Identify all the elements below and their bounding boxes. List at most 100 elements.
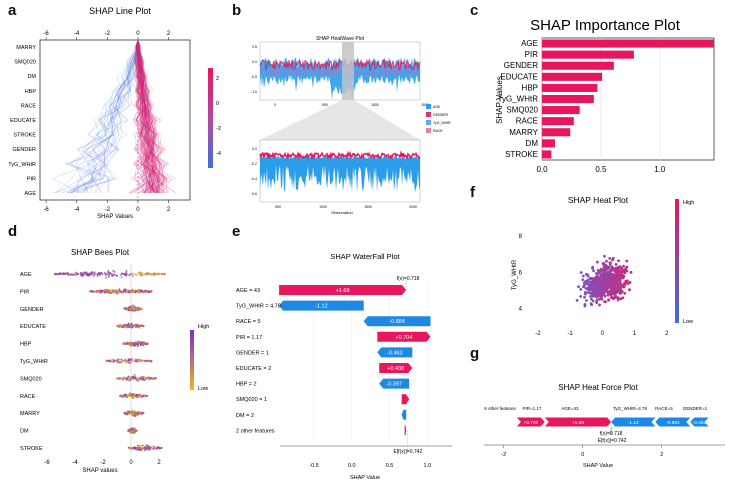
panel-f-dot <box>621 296 625 300</box>
panel-d-dot <box>100 271 103 274</box>
panel-f-dot <box>579 271 583 274</box>
panel-f-dot <box>609 274 613 278</box>
panel-d-dot <box>126 324 129 326</box>
panel-a-line <box>137 39 160 194</box>
panel-g-top-label: RACE=5 <box>655 406 673 411</box>
panel-a-line <box>133 39 153 194</box>
panel-a-line <box>137 39 160 194</box>
panel-d-dot <box>135 290 138 293</box>
panel-f-dot <box>583 284 586 287</box>
panel-f-dot <box>614 291 618 295</box>
panel-a-line <box>130 39 162 194</box>
panel-d-feature-label: AGE <box>20 272 32 278</box>
panel-f-dot <box>605 265 609 269</box>
panel-b-bottom-y-tick: -0.2 <box>251 162 257 166</box>
panel-d-dot <box>139 271 142 274</box>
panel-a-line <box>55 39 141 194</box>
panel-d-dot <box>136 379 139 381</box>
panel-a-line <box>135 39 166 194</box>
panel-d-dot <box>158 272 161 275</box>
panel-d-dot <box>139 377 142 380</box>
panel-a-line <box>137 39 156 194</box>
panel-c-bars <box>542 39 714 159</box>
panel-d-dot <box>140 395 143 398</box>
panel-d-dot <box>142 324 145 327</box>
panel-a-line <box>134 39 164 194</box>
panel-d-dot <box>144 448 147 451</box>
panel-c-title: SHAP Importance Plot <box>530 17 681 34</box>
panel-a-feature-label: MARRY <box>16 45 36 51</box>
panel-f-dot <box>622 264 625 268</box>
panel-f-dot <box>594 283 598 287</box>
panel-f-dot <box>613 296 617 300</box>
panel-d-dot <box>126 325 129 328</box>
panel-d-feature-label: MARRY <box>20 411 40 417</box>
panel-f-dot <box>625 265 629 269</box>
panel-a-line <box>132 39 172 194</box>
panel-e-row-label: HBP = 2 <box>236 382 257 388</box>
panel-a-line <box>135 39 165 194</box>
panel-a-line-plot: SHAP Line Plot MARRY SMQ020 DM HBP RACE EDUCA… <box>8 6 221 220</box>
panel-g-segment-value: -0.463 <box>693 420 707 426</box>
panel-d-dot <box>137 344 139 346</box>
panel-a-top-tick: 0 <box>136 31 140 37</box>
panel-a-line <box>137 39 166 194</box>
panel-b-bottom-y-tick: 0.0 <box>252 147 257 151</box>
panel-a-title: SHAP Line Plot <box>89 6 151 16</box>
panel-f-dot <box>596 275 600 279</box>
panel-d-dot <box>140 413 143 415</box>
panel-c-label: RACE <box>516 117 538 126</box>
panel-a-line <box>137 39 157 194</box>
panel-d-dot <box>145 273 147 276</box>
panel-a-feature-label: GENDER <box>12 147 36 153</box>
panel-d-dot <box>91 273 93 276</box>
panel-b-bottom-line <box>259 150 421 161</box>
panel-d-dot <box>107 271 110 274</box>
panel-d-dot <box>93 290 96 293</box>
panel-f-dot <box>625 259 629 263</box>
panel-a-line <box>134 39 154 194</box>
panel-d-dot <box>139 343 142 346</box>
panel-d-dot <box>77 272 80 275</box>
panel-a-feature-label: TyG_WHtR <box>8 162 36 168</box>
panel-d-dot <box>141 444 144 447</box>
panel-d-dot <box>117 360 120 363</box>
panel-d-dot <box>127 375 130 378</box>
panel-g-segment-value: -1.12 <box>628 420 639 426</box>
panel-f-dot <box>612 267 616 271</box>
panel-d-dot <box>143 379 146 381</box>
panel-a-feature-label: DM <box>27 74 36 80</box>
panel-a-line <box>69 39 139 194</box>
panel-a-line <box>136 39 163 194</box>
panel-f-dot <box>608 257 612 260</box>
panel-d-dot <box>137 396 140 399</box>
panel-f-dot <box>603 279 606 283</box>
panel-f-dot <box>595 295 599 299</box>
panel-a-feature-label: STROKE <box>13 133 36 139</box>
panel-a-top-tick: 2 <box>167 31 171 37</box>
panel-d-dot <box>138 341 141 344</box>
panel-d-dot <box>118 291 120 293</box>
panel-d-x-ticks: -6 -4 -2 0 2 <box>44 460 161 466</box>
panel-d-dot <box>129 341 132 344</box>
panel-d-dot <box>131 326 134 329</box>
panel-d-bees-plot: SHAP Bees Plot AGE PIR GENDER EDUCATE HBP TyG… <box>20 248 209 474</box>
panel-g-top-label: TyG_WHtR=4.78 <box>613 406 648 411</box>
panel-d-dot <box>124 290 126 293</box>
panel-d-dot <box>132 432 135 435</box>
panel-d-dot <box>154 376 157 379</box>
panel-e-bar <box>279 300 364 311</box>
panel-g-top-label: GENDER=1 <box>683 406 708 411</box>
panel-d-dot <box>136 345 139 348</box>
panel-d-dots <box>53 269 166 452</box>
panel-a-line <box>137 39 152 194</box>
panel-a-line <box>53 39 139 194</box>
panel-b-bottom-y-ticks: 0.0 -0.2 -0.4 -0.6 <box>251 147 257 196</box>
panel-f-dot <box>581 274 585 278</box>
panel-f-dot <box>616 298 620 302</box>
panel-d-dot <box>128 428 131 431</box>
panel-c-label: DM <box>526 139 539 148</box>
panel-f-dot <box>604 277 608 281</box>
panel-f-dot <box>617 259 620 263</box>
panel-a-line <box>134 39 160 194</box>
